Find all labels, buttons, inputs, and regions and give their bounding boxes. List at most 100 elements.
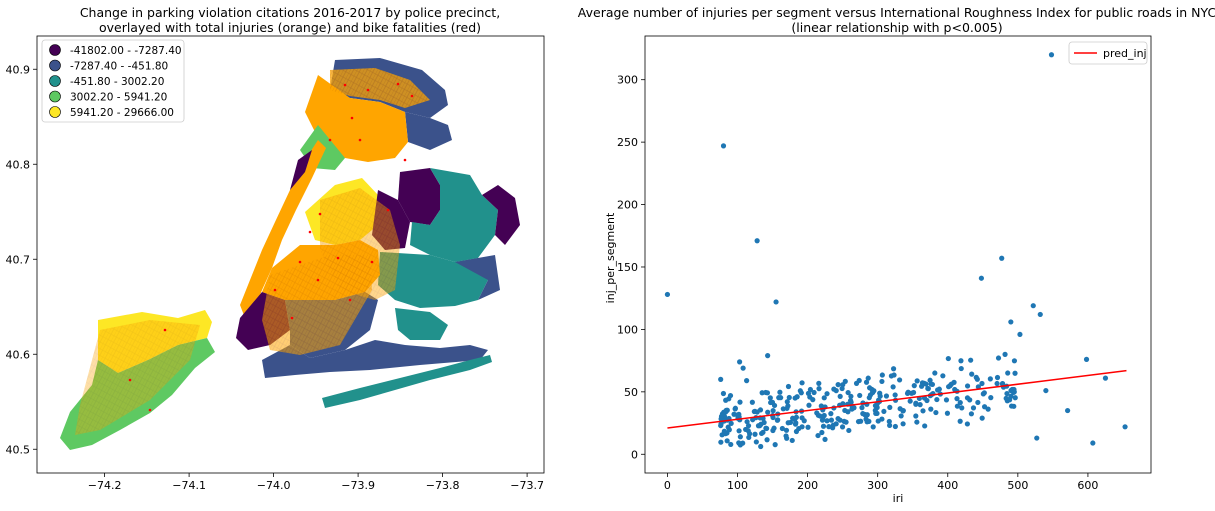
scatter-point [793,428,800,435]
scatter-point [815,432,821,439]
fatality-marker [128,378,132,382]
scatter-x-tick-label: 0 [664,479,671,492]
scatter-point [755,423,762,429]
scatter-x-tick-label: 600 [1077,479,1098,492]
precinct-manhattan [240,140,326,318]
scatter-point [848,393,854,399]
scatter-point [718,422,724,429]
map-x-tick-label: −74.0 [257,479,291,492]
scatter-point [957,418,963,424]
precinct-manhattan-upper [290,150,312,190]
scatter-x-label: iri [893,492,904,505]
scatter-point [860,411,866,417]
scatter-point [773,299,779,305]
scatter-point [917,402,923,408]
scatter-point [1004,390,1010,397]
scatter-point [859,405,865,411]
scatter-point [879,372,885,378]
precinct-rockaway [322,355,492,408]
scatter-point [783,427,790,433]
scatter-point [770,414,776,421]
scatter-point [987,376,993,382]
scatter-point [881,408,887,415]
scatter-point [847,398,854,404]
map-legend-items: -41802.00 - -7287.40 -7287.40 - -451.80 -4… [49,44,182,119]
scatter-point [770,408,776,414]
scatter-point [958,358,964,364]
fatality-marker [348,298,352,302]
scatter-point [968,357,974,363]
scatter-point [995,355,1002,361]
scatter-point [819,417,826,423]
precinct-queens-southeast [455,255,500,300]
scatter-x-tick-label: 400 [937,479,958,492]
scatter-y-tick-label: 50 [624,386,638,399]
scatter-point [845,409,851,415]
scatter-point [797,388,803,394]
map-title-line-1: Change in parking violation citations 20… [80,5,500,20]
scatter-point [749,399,755,405]
precinct-bronx-southeast [398,168,440,225]
scatter-point [664,291,671,298]
scatter-point [734,412,740,418]
scatter-point [784,399,790,405]
map-panel: Change in parking violation citations 20… [6,5,545,492]
scatter-point [905,389,911,395]
scatter-point [761,419,767,426]
scatter-point [1048,52,1055,58]
scatter-point [872,403,879,409]
scatter-point [849,406,855,412]
scatter-point [820,423,827,429]
scatter-point [920,408,926,414]
scatter-point [911,383,917,389]
scatter-point [896,377,903,383]
map-x-tick-label: −73.8 [426,479,460,492]
scatter-point [957,400,963,406]
fatality-marker [316,278,320,282]
scatter-point [757,407,764,413]
fatality-marker [343,83,347,87]
scatter-point [928,406,934,412]
scatter-point [979,415,985,421]
staten-streets [75,320,200,435]
scatter-point [783,433,789,439]
scatter-point [979,380,985,387]
scatter-point [975,399,981,406]
scatter-point [1030,303,1036,309]
legend-swatch-2 [49,75,61,87]
scatter-point [964,395,971,401]
scatter-point [886,418,892,425]
scatter-point [1037,311,1043,318]
scatter-point [799,415,805,421]
scatter-point [964,383,971,389]
scatter-point [758,443,764,450]
fatality-marker [308,230,312,234]
scatter-point [864,412,870,418]
scatter-point [959,405,965,411]
scatter-point [1005,370,1011,376]
map-legend-box [41,39,185,123]
scatter-point [740,440,746,446]
fatality-marker [273,288,277,292]
scatter-title-line-2: (linear relationship with p<0.005) [791,20,1002,35]
scatter-point [763,389,769,396]
scatter-point [728,441,734,448]
scatter-point [1008,393,1014,399]
scatter-point [753,439,759,445]
fatality-marker [366,88,370,92]
scatter-point [828,411,834,417]
map-x-tick-label: −73.9 [341,479,375,492]
scatter-point [940,373,946,379]
scatter-y-tick-label: 150 [617,261,638,274]
fatality-marker [410,94,414,98]
scatter-point [724,438,730,444]
legend-label-2: -451.80 - 3002.20 [70,76,164,88]
scatter-point [900,421,906,427]
scatter-point [728,420,734,427]
scatter-point [835,382,841,388]
scatter-x-tick-label: 500 [1007,479,1028,492]
legend-swatch-1 [49,59,61,72]
scatter-point [865,375,871,381]
scatter-point [793,414,800,420]
